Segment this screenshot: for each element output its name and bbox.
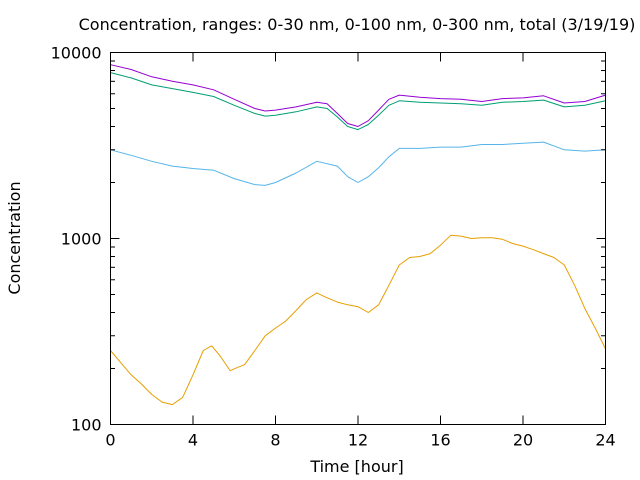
x-tick-label: 12 bbox=[348, 431, 368, 450]
x-tick-label: 20 bbox=[513, 431, 533, 450]
x-tick-label: 0 bbox=[105, 431, 115, 450]
x-tick-label: 16 bbox=[430, 431, 450, 450]
series-line-0 bbox=[110, 234, 606, 406]
series-line-2 bbox=[110, 72, 606, 131]
y-tick-label: 1000 bbox=[61, 230, 102, 249]
y-tick-label: 100 bbox=[71, 416, 102, 435]
series-line-3 bbox=[110, 64, 606, 127]
y-tick-label: 10000 bbox=[51, 44, 102, 63]
chart-title: Concentration, ranges: 0-30 nm, 0-100 nm… bbox=[79, 15, 636, 34]
x-tick-label: 4 bbox=[188, 431, 198, 450]
plot-frame bbox=[110, 52, 606, 425]
x-tick-label: 8 bbox=[270, 431, 280, 450]
x-axis-label: Time [hour] bbox=[309, 457, 403, 476]
y-axis-label: Concentration bbox=[5, 181, 24, 294]
series-line-1 bbox=[110, 141, 606, 186]
ticks-layer: 0 4 8 12 16 20 24 100 1000 10000 bbox=[51, 44, 616, 450]
x-tick-label: 24 bbox=[595, 431, 615, 450]
series-layer bbox=[110, 64, 606, 406]
